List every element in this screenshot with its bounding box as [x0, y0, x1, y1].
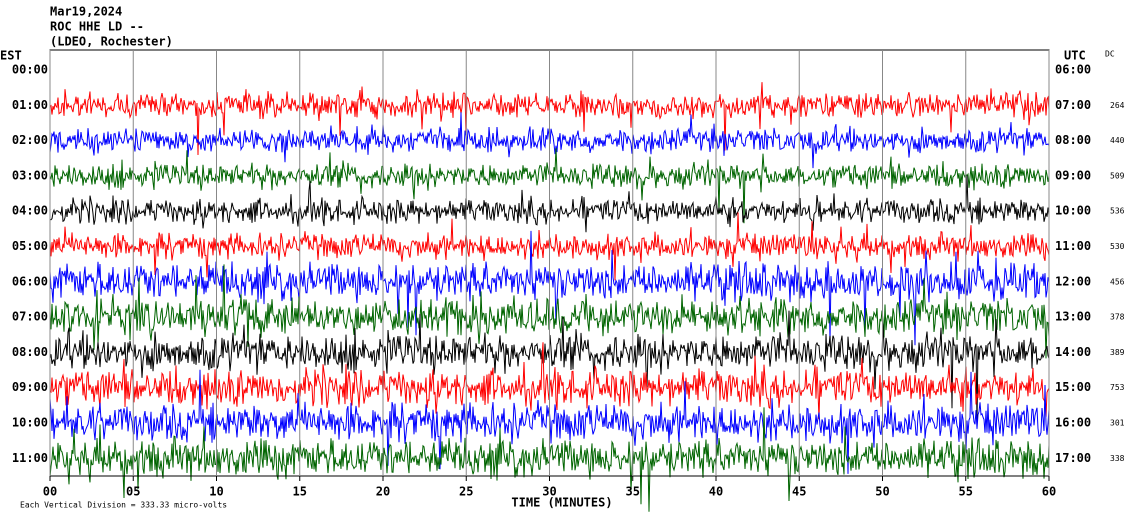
est-label: 11:00 — [12, 451, 48, 465]
dc-value: 536 — [1110, 207, 1125, 216]
x-tick-label: 30 — [542, 485, 556, 499]
est-label: 06:00 — [12, 274, 48, 288]
est-label: 05:00 — [12, 239, 48, 253]
x-tick-label: 15 — [293, 485, 307, 499]
x-tick-label: 40 — [709, 485, 723, 499]
est-label: 09:00 — [12, 380, 48, 394]
right-axis-title: UTC — [1064, 49, 1086, 63]
header-line: ROC HHE LD -- — [50, 20, 144, 34]
footer: Each Vertical Division = 333.33 micro-vo… — [20, 501, 227, 510]
x-tick-label: 35 — [626, 485, 640, 499]
x-tick-label: 00 — [43, 485, 57, 499]
dc-value: 509 — [1110, 171, 1125, 180]
est-label: 10:00 — [12, 416, 48, 430]
x-axis-label: TIME (MINUTES) — [511, 496, 612, 510]
dc-value: 456 — [1110, 277, 1125, 286]
utc-label: 17:00 — [1055, 451, 1091, 465]
dc-value: 264 — [1110, 101, 1125, 110]
utc-label: 09:00 — [1055, 168, 1091, 182]
est-label: 01:00 — [12, 98, 48, 112]
utc-label: 12:00 — [1055, 274, 1091, 288]
x-tick-label: 45 — [792, 485, 806, 499]
utc-label: 06:00 — [1055, 63, 1091, 77]
dc-title: DC — [1105, 50, 1115, 59]
utc-label: 10:00 — [1055, 204, 1091, 218]
x-tick-label: 20 — [376, 485, 390, 499]
utc-label: 08:00 — [1055, 133, 1091, 147]
x-tick-label: 50 — [875, 485, 889, 499]
utc-label: 16:00 — [1055, 416, 1091, 430]
est-label: 07:00 — [12, 310, 48, 324]
dc-value: 301 — [1110, 419, 1125, 428]
x-tick-label: 25 — [459, 485, 473, 499]
utc-label: 11:00 — [1055, 239, 1091, 253]
left-axis-title: EST — [0, 49, 22, 63]
dc-value: 530 — [1110, 242, 1125, 251]
x-tick-label: 05 — [126, 485, 140, 499]
dc-value: 338 — [1110, 454, 1125, 463]
dc-value: 378 — [1110, 313, 1125, 322]
est-label: 04:00 — [12, 204, 48, 218]
dc-value: 440 — [1110, 136, 1125, 145]
utc-label: 07:00 — [1055, 98, 1091, 112]
utc-label: 14:00 — [1055, 345, 1091, 359]
x-tick-label: 55 — [959, 485, 973, 499]
header-line: (LDEO, Rochester) — [50, 35, 173, 49]
utc-label: 13:00 — [1055, 310, 1091, 324]
x-tick-label: 10 — [209, 485, 223, 499]
est-label: 03:00 — [12, 168, 48, 182]
utc-label: 15:00 — [1055, 380, 1091, 394]
dc-value: 753 — [1110, 383, 1125, 392]
est-label: 02:00 — [12, 133, 48, 147]
est-label: 08:00 — [12, 345, 48, 359]
x-tick-label: 60 — [1042, 485, 1056, 499]
header-line: Mar19,2024 — [50, 5, 122, 19]
est-label: 00:00 — [12, 63, 48, 77]
dc-value: 389 — [1110, 348, 1125, 357]
